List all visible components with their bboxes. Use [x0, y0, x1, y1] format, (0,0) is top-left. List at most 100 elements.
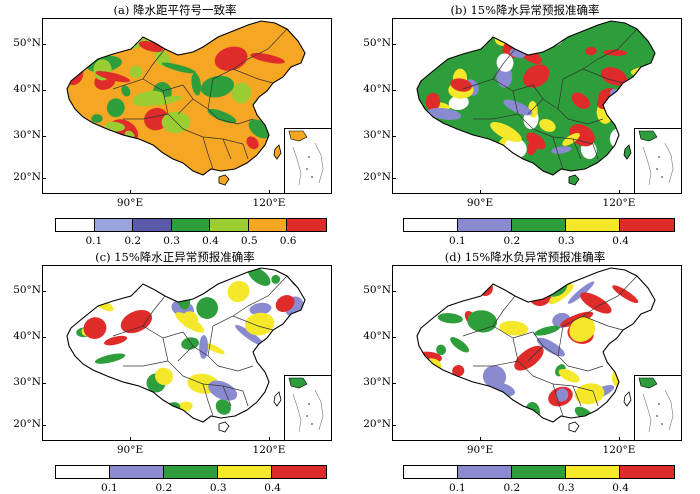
lat-label: 20°N — [13, 418, 41, 430]
lat-tick — [392, 178, 396, 179]
anomaly-patch — [247, 268, 271, 286]
colorbar-segment — [56, 466, 110, 478]
lat-tick — [392, 90, 396, 91]
anomaly-patch — [244, 312, 275, 336]
lon-tick — [130, 190, 131, 194]
colorbar-label: 0.3 — [557, 482, 575, 494]
lat-tick — [392, 44, 396, 45]
map-panel-a: (a) 降水距平符号一致率 50°N 40°N 30°N 20°N 90°E 120°E 0.… — [0, 0, 350, 247]
anomaly-patch — [452, 365, 465, 377]
lon-label: 120°E — [602, 444, 636, 456]
province-border — [142, 48, 166, 80]
province-border — [527, 345, 544, 362]
anomaly-patch — [106, 98, 125, 118]
province-border — [232, 315, 274, 331]
anomaly-patch — [441, 161, 461, 171]
lat-label: 40°N — [363, 330, 391, 342]
anomaly-patch — [249, 302, 272, 316]
taiwan-island — [273, 391, 282, 407]
china-map — [66, 20, 306, 186]
lon-tick — [480, 437, 481, 441]
country-border — [66, 20, 306, 176]
province-border — [232, 68, 274, 84]
lat-label: 50°N — [363, 284, 391, 296]
colorbar-label: 0.1 — [85, 235, 103, 247]
anomaly-patch — [102, 394, 116, 411]
province-border — [112, 325, 184, 339]
map-frame — [392, 18, 682, 194]
anomaly-patch — [73, 144, 87, 166]
anomaly-patch — [69, 371, 88, 393]
anomaly-patch — [585, 46, 597, 56]
province-border — [202, 383, 214, 417]
anomaly-patch — [196, 28, 214, 36]
map-frame — [392, 265, 682, 441]
colorbar-segment — [272, 466, 326, 478]
anomaly-patch — [533, 272, 542, 292]
anomaly-patch — [138, 41, 164, 53]
lon-tick — [269, 437, 270, 441]
province-border — [557, 305, 599, 357]
lat-tick — [392, 136, 396, 137]
anomaly-patch — [200, 75, 235, 98]
taiwan-island — [623, 144, 632, 160]
colorbar-label: 0.3 — [209, 482, 227, 494]
anomaly-patch — [569, 317, 596, 342]
province-border — [112, 78, 184, 92]
anomaly-patch — [458, 268, 484, 287]
lat-label: 30°N — [13, 376, 41, 388]
colorbar-segment — [94, 219, 134, 231]
lon-label: 120°E — [252, 197, 286, 209]
province-border — [473, 360, 519, 367]
anomaly-patch — [181, 337, 199, 350]
colorbar-label: 0.1 — [101, 482, 118, 494]
inset-map — [638, 377, 674, 433]
colorbar-label: 0.4 — [202, 235, 219, 247]
lat-label: 40°N — [13, 83, 41, 95]
lon-tick — [480, 190, 481, 194]
province-border — [242, 390, 249, 407]
anomaly-patch — [580, 292, 612, 314]
province-border — [532, 84, 569, 120]
south-china-sea-inset — [634, 128, 681, 193]
province-border — [242, 143, 249, 160]
colorbar-segment — [218, 466, 272, 478]
anomaly-patch — [490, 122, 522, 143]
lat-label: 30°N — [13, 129, 41, 141]
lon-label: 90°E — [116, 197, 144, 209]
anomaly-patch — [562, 132, 580, 146]
province-border — [592, 390, 599, 407]
anomaly-patch — [235, 324, 265, 347]
lon-label: 90°E — [116, 444, 144, 456]
anomaly-patch — [271, 274, 281, 284]
lat-tick — [392, 337, 396, 338]
colorbar — [403, 465, 675, 479]
inset-map — [638, 130, 674, 186]
anomaly-patch — [436, 344, 447, 356]
anomaly-patch — [231, 82, 252, 104]
lat-label: 20°N — [363, 171, 391, 183]
lat-label: 50°N — [13, 37, 41, 49]
colorbar — [55, 465, 327, 479]
lat-tick — [42, 425, 46, 426]
anomaly-patch — [246, 136, 259, 150]
lon-label: 90°E — [466, 444, 494, 456]
colorbar-segment — [110, 466, 164, 478]
anomaly-patch — [227, 280, 250, 303]
map-panel-c: (c) 15%降水正异常预报准确率 50°N 40°N 30°N 20°N 90°E 120… — [0, 247, 350, 494]
hainan-island — [568, 174, 580, 186]
anomaly-patch — [536, 337, 565, 357]
lat-label: 50°N — [363, 37, 391, 49]
anomaly-patch — [120, 145, 143, 160]
colorbar-label: 0.2 — [503, 235, 521, 247]
province-border — [492, 295, 516, 327]
colorbar-segment — [133, 219, 172, 231]
anomaly-patch — [527, 139, 539, 156]
china-map — [416, 20, 656, 186]
map-panel-b: (b) 15%降水异常预报准确率 50°N 40°N 30°N 20°N 90°E 120°… — [350, 0, 700, 247]
inset-map — [288, 130, 324, 186]
province-border — [142, 295, 166, 327]
province-border — [567, 365, 604, 372]
anomaly-patch — [94, 353, 126, 364]
colorbar-segment — [404, 219, 458, 231]
